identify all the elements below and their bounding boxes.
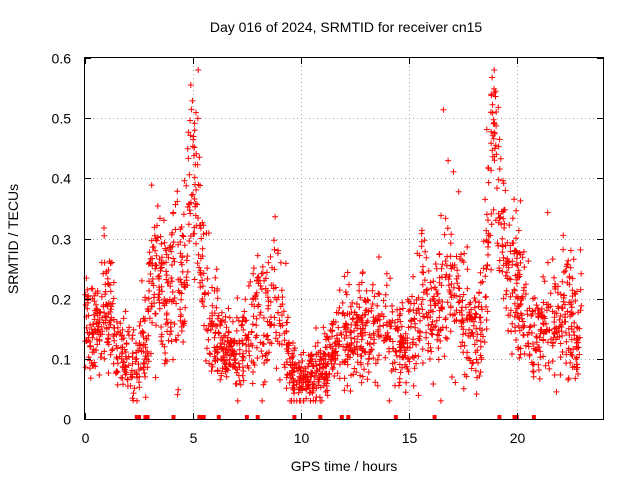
baseline-gap-marker: [171, 415, 176, 419]
baseline-gap-marker: [432, 415, 437, 419]
y-tick-label: 0.2: [52, 292, 72, 308]
plot-frame: [84, 57, 604, 420]
y-tick-label: 0.6: [52, 51, 72, 67]
baseline-gap-marker: [197, 415, 202, 419]
y-tick-label: 0: [63, 412, 71, 428]
baseline-gap-marker: [531, 415, 536, 419]
x-tick-label: 0: [82, 430, 90, 446]
y-tick-label: 0.4: [52, 171, 72, 187]
baseline-gap-marker: [346, 415, 351, 419]
chart-title: Day 016 of 2024, SRMTID for receiver cn1…: [210, 19, 483, 35]
baseline-gap-marker: [134, 415, 139, 419]
x-axis-label: GPS time / hours: [291, 458, 398, 474]
baseline-gap-marker: [199, 415, 204, 419]
y-axis-label: SRMTID / TECUs: [5, 184, 21, 294]
baseline-gap-marker: [393, 415, 398, 419]
baseline-gap-marker: [201, 415, 206, 419]
baseline-gap-marker: [512, 415, 517, 419]
baseline-gap-markers: [134, 415, 536, 419]
y-tick-label: 0.3: [52, 232, 72, 248]
baseline-gap-marker: [255, 415, 260, 419]
baseline-gap-marker: [244, 415, 249, 419]
y-tick-label: 0.1: [52, 352, 72, 368]
baseline-gap-marker: [318, 415, 323, 419]
baseline-gap-marker: [339, 415, 344, 419]
data-points: [82, 67, 585, 404]
baseline-gap-marker: [137, 415, 141, 419]
baseline-gap-marker: [216, 415, 221, 419]
axis-ticks: 0 0.1 0.2 0.3 0.4 0.5 0.6 0 5 10 15 20: [52, 51, 603, 446]
baseline-gap-marker: [497, 415, 502, 419]
x-tick-label: 10: [294, 430, 310, 446]
baseline-gap-marker: [143, 415, 148, 419]
baseline-gap-marker: [292, 415, 297, 419]
y-tick-label: 0.5: [52, 111, 72, 127]
x-tick-label: 5: [190, 430, 198, 446]
x-tick-label: 20: [510, 430, 526, 446]
srmtid-point-markers: [82, 67, 585, 404]
baseline-gap-marker: [514, 415, 519, 419]
x-tick-label: 15: [402, 430, 418, 446]
baseline-gap-marker: [145, 415, 150, 419]
